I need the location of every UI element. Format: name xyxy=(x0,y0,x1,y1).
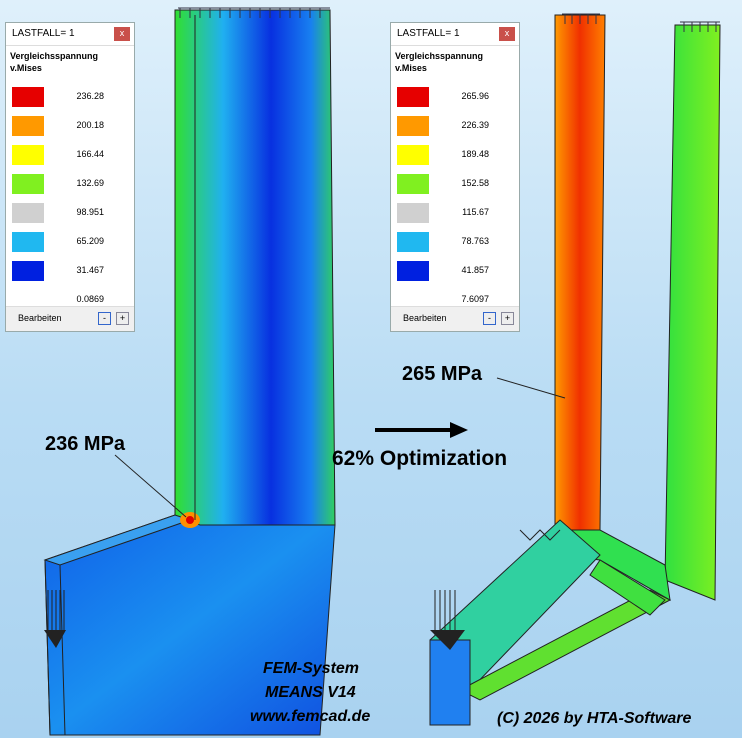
edit-button[interactable]: Bearbeiten xyxy=(403,313,447,323)
legend-value: 200.18 xyxy=(76,120,104,130)
header-line: Vergleichsspannung xyxy=(395,51,484,61)
legend-entry: 7.6097 xyxy=(391,290,519,312)
legend-value: 226.39 xyxy=(461,120,489,130)
color-swatch xyxy=(397,232,429,252)
legend-value: 166.44 xyxy=(76,149,104,159)
color-swatch xyxy=(397,261,429,281)
right-model xyxy=(429,13,721,726)
legend-entry: 31.467 xyxy=(6,261,134,283)
color-swatch xyxy=(397,203,429,223)
legend-value: 65.209 xyxy=(76,236,104,246)
legend-entry: 78.763 xyxy=(391,232,519,254)
color-swatch xyxy=(12,203,44,223)
annotation: MEANS V14 xyxy=(265,684,356,701)
color-swatch xyxy=(12,174,44,194)
color-swatch xyxy=(397,174,429,194)
legend-entry: 265.96 xyxy=(391,87,519,109)
legend-value: 98.951 xyxy=(76,207,104,217)
legend-entry: 132.69 xyxy=(6,174,134,196)
legend-value: 7.6097 xyxy=(461,294,489,304)
close-button[interactable]: x xyxy=(114,27,130,41)
legend-entry: 200.18 xyxy=(6,116,134,138)
annotation: www.femcad.de xyxy=(250,708,371,725)
panel-footer: Bearbeiten - + xyxy=(391,306,519,331)
minus-button[interactable]: - xyxy=(98,312,111,325)
legend-entry: 41.857 xyxy=(391,261,519,283)
close-button[interactable]: x xyxy=(499,27,515,41)
color-swatch xyxy=(12,87,44,107)
legend-value: 0.0869 xyxy=(76,294,104,304)
minus-button[interactable]: - xyxy=(483,312,496,325)
legend-value: 41.857 xyxy=(461,265,489,275)
header-line: v.Mises xyxy=(10,63,42,73)
color-swatch xyxy=(397,87,429,107)
annotation: 265 MPa xyxy=(402,363,483,385)
header-line: v.Mises xyxy=(395,63,427,73)
legend-value: 78.763 xyxy=(461,236,489,246)
legend-value: 152.58 xyxy=(461,178,489,188)
legend-value: 132.69 xyxy=(76,178,104,188)
legend-value: 115.67 xyxy=(462,207,489,217)
annotation: 62% Optimization xyxy=(332,447,508,470)
legend-entry: 226.39 xyxy=(391,116,519,138)
panel-header: Vergleichsspannung v.Mises xyxy=(391,46,519,78)
left-model xyxy=(43,7,336,736)
plus-button[interactable]: + xyxy=(501,312,514,325)
legend-entry: 189.48 xyxy=(391,145,519,167)
legend-entry: 98.951 xyxy=(6,203,134,225)
legend-value: 189.48 xyxy=(461,149,489,159)
panel-title: LASTFALL= 1 xyxy=(6,23,134,46)
color-swatch xyxy=(12,261,44,281)
legend-panel: LASTFALL= 1 x Vergleichsspannung v.Mises 236… xyxy=(5,22,135,332)
legend-value: 31.467 xyxy=(76,265,104,275)
panel-header: Vergleichsspannung v.Mises xyxy=(6,46,134,78)
color-swatch xyxy=(12,145,44,165)
color-swatch xyxy=(12,116,44,136)
annotation: 236 MPa xyxy=(45,433,126,455)
header-line: Vergleichsspannung xyxy=(10,51,99,61)
arrow xyxy=(375,422,468,438)
legend-entry: 0.0869 xyxy=(6,290,134,312)
legend-entry: 152.58 xyxy=(391,174,519,196)
legend-entry: 65.209 xyxy=(6,232,134,254)
panel-footer: Bearbeiten - + xyxy=(6,306,134,331)
legend-entry: 166.44 xyxy=(6,145,134,167)
legend-panel: LASTFALL= 1 x Vergleichsspannung v.Mises 265… xyxy=(390,22,520,332)
color-swatch xyxy=(397,145,429,165)
legend-value: 265.96 xyxy=(461,91,489,101)
legend-entry: 115.67 xyxy=(391,203,519,225)
plus-button[interactable]: + xyxy=(116,312,129,325)
panel-title: LASTFALL= 1 xyxy=(391,23,519,46)
legend-entry: 236.28 xyxy=(6,87,134,109)
color-swatch xyxy=(397,116,429,136)
color-swatch xyxy=(12,232,44,252)
edit-button[interactable]: Bearbeiten xyxy=(18,313,62,323)
legend-value: 236.28 xyxy=(76,91,104,101)
annotation: FEM-System xyxy=(263,660,360,677)
annotation: (C) 2026 by HTA-Software xyxy=(497,710,692,727)
